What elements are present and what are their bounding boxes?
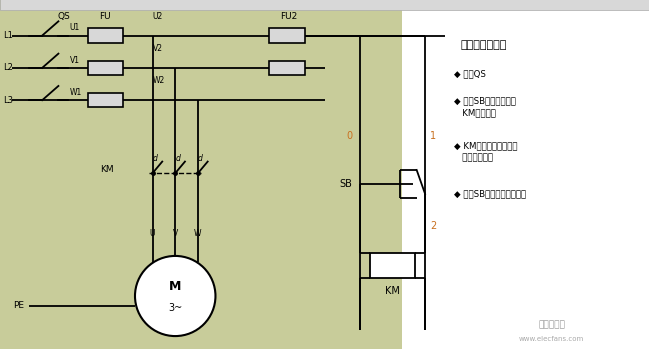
Text: W: W: [194, 229, 202, 238]
Text: SB: SB: [339, 179, 352, 189]
Bar: [88, 28, 123, 43]
Bar: [0, 0, 649, 10]
Text: d: d: [175, 154, 180, 163]
Text: L1: L1: [3, 31, 13, 40]
Text: 2: 2: [430, 221, 437, 231]
Text: KM: KM: [101, 165, 114, 174]
Text: 工作流程分析：: 工作流程分析：: [461, 40, 507, 50]
Text: V2: V2: [153, 44, 162, 53]
Bar: [370, 253, 415, 278]
Text: V: V: [173, 229, 178, 238]
Text: W2: W2: [153, 76, 165, 85]
Text: U2: U2: [153, 12, 163, 21]
Text: www.elecfans.com: www.elecfans.com: [519, 336, 584, 342]
Text: 电子发烧友: 电子发烧友: [538, 320, 565, 329]
Text: d: d: [153, 154, 158, 163]
Text: FU2: FU2: [280, 12, 297, 21]
Text: QS: QS: [57, 12, 70, 21]
Text: KM: KM: [386, 286, 400, 296]
Bar: [269, 61, 305, 75]
Text: FU: FU: [99, 12, 111, 21]
Text: M: M: [169, 281, 182, 294]
Text: d: d: [198, 154, 203, 163]
Text: ◆ 松开SB电路失电电机停止: ◆ 松开SB电路失电电机停止: [454, 190, 526, 198]
Bar: [88, 61, 123, 75]
Text: 3~: 3~: [168, 303, 182, 313]
Circle shape: [135, 256, 215, 336]
Bar: [88, 93, 123, 107]
Text: U1: U1: [69, 23, 80, 32]
Text: W1: W1: [69, 88, 82, 97]
Text: 1: 1: [430, 131, 436, 141]
Text: PE: PE: [13, 301, 24, 310]
Bar: [269, 28, 305, 43]
Text: ◆ 闭合QS: ◆ 闭合QS: [454, 70, 486, 79]
Text: U: U: [150, 229, 155, 238]
Text: V1: V1: [69, 55, 79, 65]
Text: ◆ KM主触点闭合主线路
   接通电机启动: ◆ KM主触点闭合主线路 接通电机启动: [454, 141, 518, 163]
Text: 0: 0: [347, 131, 352, 141]
Polygon shape: [0, 0, 402, 349]
Text: ◆ 按住SB控制电路闭合
   KM线圈得电: ◆ 按住SB控制电路闭合 KM线圈得电: [454, 96, 516, 117]
Text: L3: L3: [3, 96, 13, 105]
Text: L2: L2: [3, 64, 13, 72]
